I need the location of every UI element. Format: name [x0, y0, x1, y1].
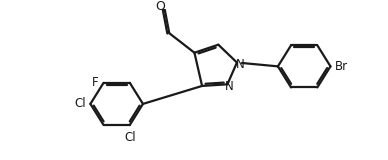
- Text: O: O: [155, 0, 165, 13]
- Text: Br: Br: [335, 60, 348, 73]
- Text: N: N: [225, 80, 234, 93]
- Text: Cl: Cl: [74, 97, 86, 110]
- Text: Cl: Cl: [124, 131, 136, 144]
- Text: F: F: [92, 76, 99, 89]
- Text: N: N: [236, 57, 244, 71]
